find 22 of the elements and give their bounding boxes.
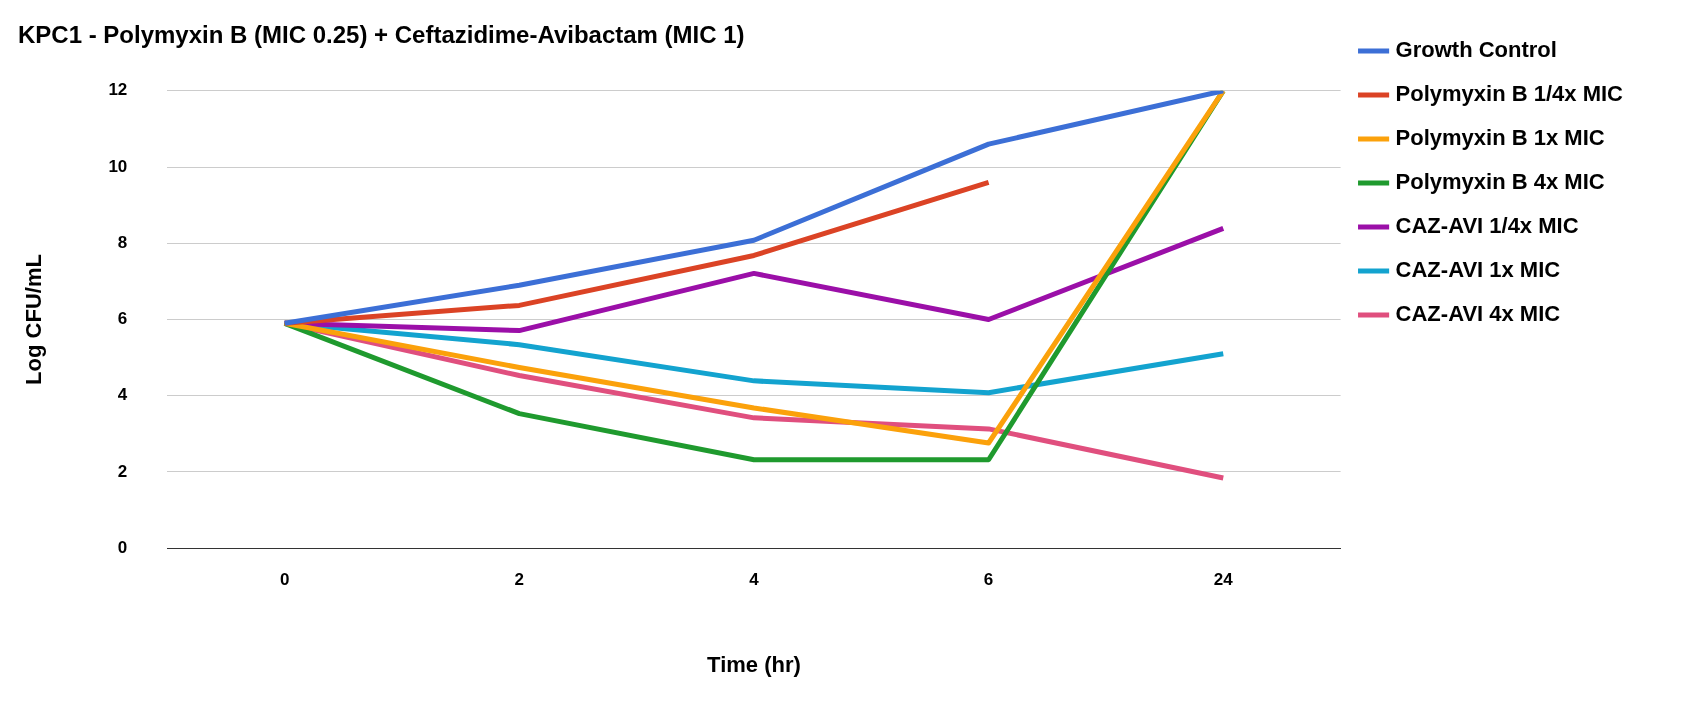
legend-label: Polymyxin B 1x MIC [1395, 125, 1605, 151]
x-axis-title: Time (hr) [707, 651, 801, 677]
legend-label: CAZ-AVI 1x MIC [1395, 257, 1561, 283]
legend-label: CAZ-AVI 4x MIC [1395, 301, 1561, 327]
x-tick-label: 4 [749, 570, 760, 590]
chart-title: KPC1 - Polymyxin B (MIC 0.25) + Ceftazidime-Avibactam (MIC 1) [18, 21, 745, 49]
y-tick-label: 0 [117, 537, 128, 557]
y-tick-label: 10 [108, 156, 128, 176]
y-tick-label: 4 [117, 385, 128, 405]
y-tick-label: 2 [117, 461, 128, 481]
y-tick-label: 12 [108, 80, 128, 100]
x-tick-label: 2 [514, 570, 525, 590]
legend-label: Polymyxin B 4x MIC [1395, 169, 1605, 195]
x-tick-label: 24 [1213, 570, 1234, 590]
y-tick-label: 8 [117, 232, 128, 252]
legend-label: Polymyxin B 1/4x MIC [1395, 81, 1624, 107]
y-tick-label: 6 [117, 309, 128, 329]
legend-label: Growth Control [1395, 37, 1557, 63]
y-axis-title: Log CFU/mL [21, 254, 47, 385]
x-tick-label: 6 [983, 570, 994, 590]
x-tick-label: 0 [279, 570, 290, 590]
legend-label: CAZ-AVI 1/4x MIC [1395, 213, 1579, 239]
